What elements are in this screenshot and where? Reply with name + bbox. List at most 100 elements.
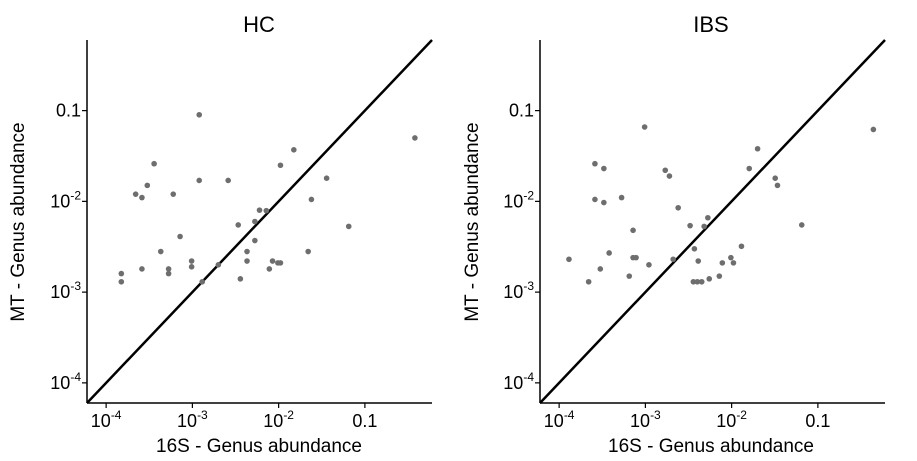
data-point [244, 248, 250, 255]
data-point [618, 194, 625, 201]
data-point [716, 273, 723, 279]
data-point [754, 145, 761, 152]
data-point [592, 196, 598, 203]
data-point [694, 278, 701, 285]
data-point [188, 264, 195, 270]
data-point [165, 266, 172, 272]
data-point [139, 266, 145, 272]
data-point [118, 278, 125, 285]
y-tick-label: 10-4 [50, 370, 81, 393]
data-point [798, 222, 805, 228]
data-point [263, 207, 270, 214]
data-point [691, 246, 698, 252]
data-point [670, 256, 676, 263]
data-point [277, 162, 284, 169]
identity-line [86, 39, 433, 404]
data-point [256, 207, 263, 213]
data-point [291, 147, 297, 153]
data-point [199, 278, 206, 285]
data-point [144, 182, 151, 189]
data-point [666, 173, 673, 179]
data-point [626, 273, 633, 279]
data-point [870, 126, 877, 133]
x-tick-label: 10-2 [263, 408, 294, 431]
data-point [170, 191, 177, 197]
data-point [630, 227, 636, 234]
panel-title: HC [243, 12, 275, 37]
data-point [601, 199, 607, 206]
x-axis-label: 16S - Genus abundance [156, 436, 362, 457]
data-point [695, 258, 702, 264]
x-tick-label: 0.1 [352, 411, 377, 431]
data-point [719, 260, 726, 266]
y-tick-label: 10-3 [50, 279, 81, 302]
y-tick-label: 10-2 [50, 188, 81, 211]
y-tick-label: 10-2 [503, 188, 534, 211]
plot-area: 10-4 10-3 10-2 0.1 10-4 10-3 10-2 0.1 [50, 39, 433, 431]
data-point [675, 204, 681, 211]
data-point [165, 270, 172, 277]
data-point [728, 254, 734, 261]
data-point [305, 248, 311, 255]
data-point [746, 165, 753, 172]
data-point [235, 222, 242, 228]
x-tick-label: 10-3 [630, 408, 661, 431]
data-point [252, 218, 258, 225]
data-point [597, 266, 604, 272]
panel-title: IBS [693, 12, 728, 37]
data-point [772, 175, 779, 182]
data-point [132, 191, 139, 197]
data-point [705, 214, 711, 221]
data-point [139, 194, 145, 201]
x-axis-label: 16S - Genus abundance [608, 436, 814, 457]
panel-hc: HC MT - Genus abundance 16S - Genus abun… [8, 12, 433, 457]
data-point [585, 278, 592, 285]
data-point [687, 222, 693, 229]
data-point [701, 223, 707, 230]
data-point [215, 261, 222, 268]
data-point [188, 258, 195, 264]
data-point [244, 258, 250, 264]
data-point [706, 276, 713, 282]
data-point [738, 243, 745, 250]
data-point [566, 256, 572, 263]
data-point [606, 250, 612, 256]
data-point [196, 177, 203, 184]
data-point [601, 165, 607, 172]
data-point [662, 167, 669, 174]
data-point [412, 135, 418, 141]
data-point [345, 223, 352, 230]
data-point [157, 248, 164, 255]
data-point [633, 254, 639, 261]
data-point [592, 160, 598, 167]
y-tick-label: 10-3 [503, 279, 534, 302]
plot-area: 10-4 10-3 10-2 0.1 10-4 10-3 10-2 0.1 [503, 39, 886, 431]
y-tick-label: 0.1 [56, 101, 81, 121]
data-point [690, 278, 697, 285]
data-point [277, 260, 284, 266]
data-point [252, 237, 258, 244]
data-point [730, 260, 737, 266]
y-axis-label: MT - Genus abundance [8, 122, 29, 321]
y-tick-label: 10-4 [503, 370, 534, 393]
identity-line [539, 39, 886, 404]
data-point [646, 261, 652, 268]
data-point [308, 196, 315, 203]
data-point [323, 175, 330, 182]
panel-ibs: IBS MT - Genus abundance 16S - Genus abu… [462, 12, 886, 457]
data-point [177, 233, 183, 240]
x-tick-label: 10-4 [544, 408, 575, 431]
data-point [225, 177, 231, 184]
y-tick-label: 0.1 [509, 101, 534, 121]
data-point [641, 124, 648, 130]
data-point [151, 160, 157, 167]
data-point [266, 266, 273, 272]
data-point [774, 182, 781, 189]
data-point [269, 258, 276, 264]
data-point [196, 111, 203, 118]
data-point [237, 276, 244, 282]
x-tick-label: 10-4 [91, 408, 122, 431]
data-point [118, 270, 125, 277]
x-tick-label: 10-2 [716, 408, 747, 431]
